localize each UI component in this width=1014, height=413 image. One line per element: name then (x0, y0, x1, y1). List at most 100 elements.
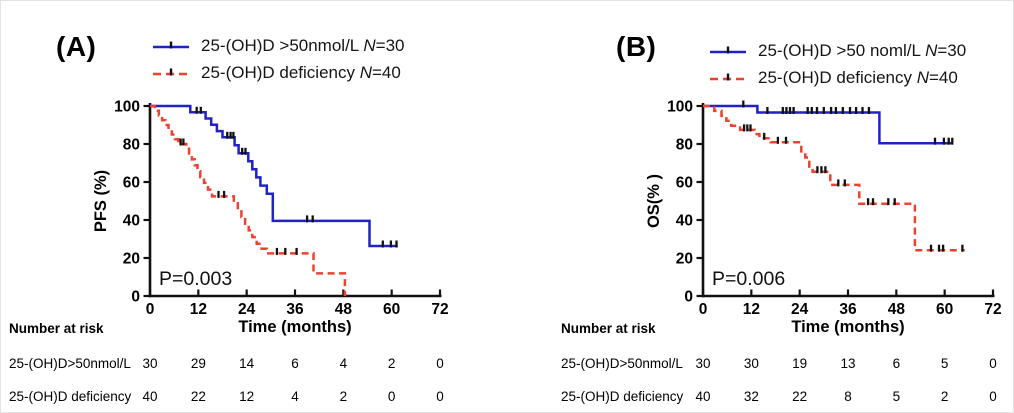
y-tick-label: 20 (123, 251, 140, 268)
risk-row-label: 25-(OH)D>50nmol/L (9, 356, 131, 371)
x-tick-label: 36 (839, 301, 857, 318)
censor-ticks-high-vitd (195, 106, 398, 248)
legend-label: 25-(OH)D >50 noml/L N=30 (758, 42, 966, 59)
x-tick-label: 48 (888, 301, 906, 318)
panel-os: (B) 25-(OH)D >50 noml/L N=30 25-(OH)D defi… (508, 1, 1013, 412)
x-tick-label: 36 (286, 301, 304, 318)
risk-count: 40 (695, 389, 711, 404)
risk-count: 30 (743, 356, 759, 371)
legend-n-variable: N (363, 36, 376, 55)
risk-row-label: 25-(OH)D deficiency (561, 389, 684, 404)
risk-count: 0 (436, 389, 444, 404)
number-at-risk-title: Number at risk (9, 321, 104, 336)
risk-count: 8 (844, 389, 852, 404)
x-tick-label: 24 (238, 301, 256, 318)
survival-curve-high-vitd (703, 104, 953, 145)
risk-count: 13 (840, 356, 856, 371)
risk-count: 0 (387, 389, 396, 404)
risk-count: 14 (239, 356, 255, 371)
legend-entry: 25-(OH)D >50 noml/L N=30 (708, 42, 966, 59)
x-tick-label: 0 (699, 301, 708, 318)
y-tick-label: 100 (114, 99, 140, 116)
risk-count: 4 (291, 389, 299, 404)
legend-n-variable: N (359, 63, 372, 82)
x-tick-label: 72 (984, 301, 1001, 318)
x-tick-label: 60 (383, 301, 400, 318)
panel-label: (A) (56, 31, 97, 62)
legend-label-text: 25-(OH)D deficiency (201, 63, 360, 82)
dashed-line-marker-icon (710, 73, 746, 80)
censor-ticks-high-vitd (742, 100, 954, 145)
x-axis-title: Time (months) (238, 318, 351, 336)
legend-entry: 25-(OH)D >50nmol/L N=30 (151, 37, 404, 54)
risk-count: 12 (239, 389, 255, 404)
risk-count: 2 (387, 356, 396, 371)
y-tick-label: 100 (667, 99, 693, 116)
risk-count: 0 (989, 356, 997, 371)
legend-label: 25-(OH)D deficiency N=40 (758, 69, 958, 86)
legend-n-variable: N (916, 68, 929, 87)
legend-label-text: 25-(OH)D >50nmol/L (201, 36, 364, 55)
legend-entry: 25-(OH)D deficiency N=40 (708, 69, 958, 86)
x-tick-label: 72 (431, 301, 448, 318)
legend-label: 25-(OH)D >50nmol/L N=30 (201, 37, 404, 54)
risk-count: 4 (339, 356, 348, 371)
survival-curve-high-vitd (150, 104, 398, 248)
y-tick-label: 0 (684, 289, 693, 306)
risk-count: 6 (892, 356, 901, 371)
solid-line-marker-icon (153, 41, 189, 48)
panel-pfs: (A) 25-(OH)D >50nmol/L N=30 25-(OH)D defic… (1, 1, 508, 412)
x-axis-title: Time (months) (791, 318, 904, 336)
y-tick-label: 60 (123, 175, 140, 192)
legend-n-value: =40 (929, 68, 958, 87)
risk-count: 19 (792, 356, 808, 371)
legend-label: 25-(OH)D deficiency N=40 (201, 64, 401, 81)
dashed-line-marker-icon (153, 68, 189, 75)
number-at-risk-title: Number at risk (561, 321, 656, 336)
legend-n-value: =40 (372, 63, 401, 82)
y-tick-label: 60 (676, 175, 693, 192)
risk-count: 29 (190, 356, 206, 371)
risk-count: 32 (743, 389, 759, 404)
y-tick-label: 40 (676, 213, 693, 230)
x-tick-label: 24 (791, 301, 809, 318)
censor-ticks-deficiency (179, 138, 298, 255)
y-tick-label: 80 (123, 137, 140, 154)
x-tick-label: 12 (743, 301, 760, 318)
legend-n-value: =30 (937, 41, 967, 60)
risk-count: 30 (695, 356, 711, 371)
solid-line-marker-icon (710, 46, 746, 53)
panel-label: (B) (616, 31, 657, 62)
p-value-label: P=0.006 (712, 268, 785, 290)
legend-entry: 25-(OH)D deficiency N=40 (151, 64, 401, 81)
x-tick-label: 60 (936, 301, 953, 318)
risk-count: 0 (436, 356, 444, 371)
risk-row-label: 25-(OH)D>50nmol/L (561, 356, 683, 371)
y-tick-label: 80 (676, 137, 693, 154)
p-value-label: P=0.003 (159, 268, 232, 290)
x-tick-label: 48 (335, 301, 353, 318)
risk-count: 2 (339, 389, 348, 404)
risk-count: 6 (291, 356, 299, 371)
x-tick-label: 12 (190, 301, 207, 318)
y-tick-label: 40 (123, 213, 140, 230)
y-tick-label: 0 (131, 289, 140, 306)
km-plot: 0 20 40 60 80 100 0 12 24 36 48 60 72 Time (months) OS… (645, 99, 1002, 337)
survival-curve-deficiency (150, 104, 347, 296)
censor-ticks-deficiency (742, 124, 964, 252)
legend-n-value: =30 (375, 36, 405, 55)
legend-n-variable: N (925, 41, 938, 60)
x-tick-label: 0 (146, 301, 155, 318)
legend-label-text: 25-(OH)D >50 noml/L (758, 41, 926, 60)
risk-count: 0 (989, 389, 997, 404)
risk-count: 5 (892, 389, 901, 404)
risk-count: 30 (142, 356, 158, 371)
risk-row-label: 25-(OH)D deficiency (9, 389, 132, 404)
risk-count: 22 (792, 389, 808, 404)
legend-label-text: 25-(OH)D deficiency (758, 68, 917, 87)
risk-count: 40 (142, 389, 158, 404)
risk-count: 2 (940, 389, 949, 404)
survival-curve-deficiency (703, 104, 965, 252)
y-tick-label: 20 (676, 251, 693, 268)
